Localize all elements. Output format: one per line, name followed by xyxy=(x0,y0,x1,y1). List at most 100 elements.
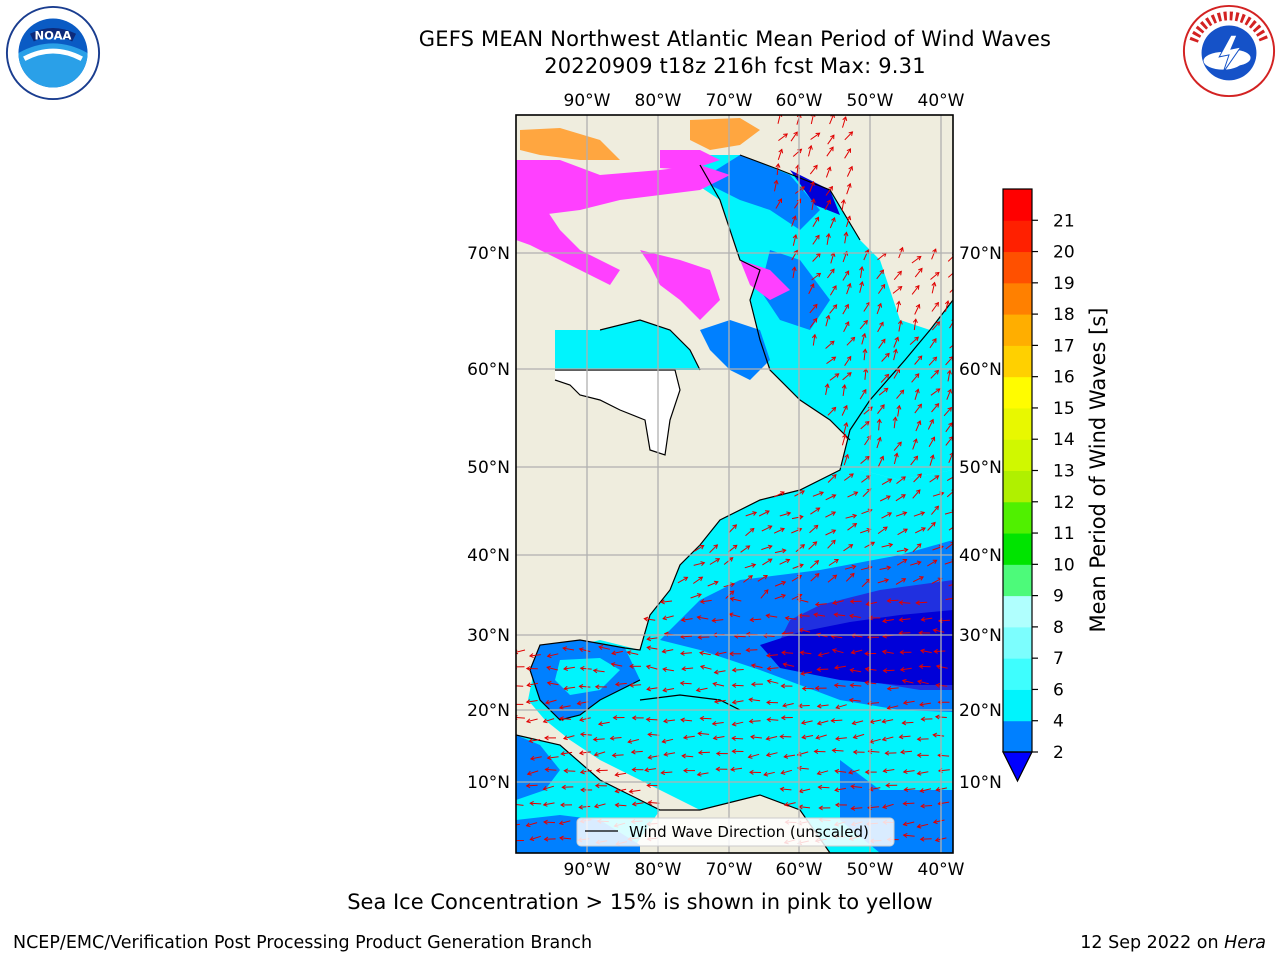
wave-direction-arrowhead xyxy=(544,767,550,773)
wave-direction-arrow xyxy=(808,283,815,295)
lat-label-right: 30°N xyxy=(959,626,1002,646)
wave-direction-arrowhead xyxy=(841,384,847,389)
wave-direction-arrowhead xyxy=(614,681,620,687)
wave-direction-arrow xyxy=(931,403,939,413)
wave-direction-arrowhead xyxy=(711,721,717,726)
wave-direction-arrowhead xyxy=(816,770,822,776)
wave-direction-arrow xyxy=(776,163,779,175)
wave-direction-arrowhead xyxy=(546,755,552,761)
wave-direction-arrowhead xyxy=(784,615,790,621)
wave-direction-arrow xyxy=(916,601,928,604)
chart-title: GEFS MEAN Northwest Atlantic Mean Period… xyxy=(418,27,1052,51)
wave-direction-arrow xyxy=(898,320,902,332)
wave-direction-arrowhead xyxy=(749,527,755,533)
wave-direction-arrow xyxy=(816,734,827,739)
wave-direction-arrowhead xyxy=(933,648,939,654)
wave-direction-arrowhead xyxy=(699,544,705,550)
colorbar-under-arrow xyxy=(1002,751,1033,783)
wave-direction-arrow xyxy=(903,834,915,837)
wave-direction-arrow xyxy=(912,576,924,583)
wave-direction-arrowhead xyxy=(780,715,786,721)
wave-direction-arrowhead xyxy=(561,784,567,790)
wave-direction-arrowhead xyxy=(661,648,667,654)
wave-direction-arrowhead xyxy=(879,321,884,327)
wave-direction-arrowhead xyxy=(796,198,802,204)
wave-direction-arrowhead xyxy=(831,748,837,754)
wave-direction-arrowhead xyxy=(897,286,903,291)
wave-direction-arrow xyxy=(700,665,712,670)
wave-direction-arrowhead xyxy=(934,271,940,277)
wave-direction-arrow xyxy=(559,705,571,709)
wave-direction-arrow xyxy=(846,337,855,346)
wave-direction-arrowhead xyxy=(849,613,854,619)
wave-direction-arrowhead xyxy=(775,163,781,168)
wave-direction-arrowhead xyxy=(932,338,937,343)
wave-direction-arrowhead xyxy=(897,270,902,276)
wave-direction-arrow xyxy=(928,356,937,366)
wave-direction-arrowhead xyxy=(881,736,887,742)
wave-direction-arrow xyxy=(693,576,703,584)
wave-direction-arrow xyxy=(580,769,592,773)
wave-direction-arrowhead xyxy=(937,577,943,583)
wave-direction-arrowhead xyxy=(913,438,918,444)
wave-direction-arrowhead xyxy=(885,782,890,788)
wave-direction-arrow xyxy=(779,559,790,565)
wave-direction-arrow xyxy=(630,684,642,686)
wave-direction-arrow xyxy=(921,617,933,621)
wave-direction-arrow xyxy=(947,370,951,382)
wave-direction-arrow xyxy=(876,437,881,449)
wave-direction-arrow xyxy=(911,256,922,264)
wave-direction-arrowhead xyxy=(578,684,584,690)
wave-direction-arrowhead xyxy=(609,735,615,741)
wave-direction-arrowhead xyxy=(901,476,906,481)
wave-direction-arrowhead xyxy=(662,667,667,672)
wave-direction-arrowhead xyxy=(817,784,823,790)
wave-direction-arrow xyxy=(829,304,837,314)
wave-direction-arrowhead xyxy=(780,491,785,496)
wave-direction-arrow xyxy=(779,512,791,517)
colorbar-bands xyxy=(1003,189,1032,753)
wave-direction-arrowhead xyxy=(864,666,870,672)
wave-direction-arrow xyxy=(580,667,592,670)
wave-direction-arrowhead xyxy=(912,318,918,324)
wave-direction-arrowhead xyxy=(886,565,892,571)
wave-direction-arrow xyxy=(920,838,932,840)
wave-direction-arrowhead xyxy=(715,766,721,772)
wave-direction-arrowhead xyxy=(791,215,797,221)
wave-direction-arrow xyxy=(904,788,916,791)
wave-direction-arrowhead xyxy=(848,697,854,703)
wave-direction-arrowhead xyxy=(916,543,922,548)
wave-direction-arrowhead xyxy=(832,304,838,309)
wave-direction-arrow xyxy=(861,578,871,588)
wave-direction-arrow xyxy=(913,319,917,331)
wave-direction-arrowhead xyxy=(812,303,818,309)
wave-direction-arrowhead xyxy=(559,835,564,841)
wave-direction-arrow xyxy=(846,183,851,195)
wave-direction-arrow xyxy=(929,455,934,466)
wave-direction-arrowhead xyxy=(815,507,821,512)
wave-direction-arrow xyxy=(860,266,863,278)
wave-direction-arrow xyxy=(812,235,820,245)
wave-direction-arrowhead xyxy=(699,715,705,722)
wave-direction-arrowhead xyxy=(920,616,926,622)
wave-direction-arrow xyxy=(903,700,915,704)
wave-direction-arrowhead xyxy=(846,355,852,361)
lat-label-right: 60°N xyxy=(959,360,1002,380)
wave-direction-arrow xyxy=(664,752,676,756)
colorbar-band xyxy=(1003,470,1032,503)
wave-direction-arrowhead xyxy=(645,664,651,670)
lat-label-right: 20°N xyxy=(959,701,1002,721)
wave-direction-arrowhead xyxy=(826,199,831,205)
wave-direction-arrow xyxy=(543,718,555,723)
legend: Wind Wave Direction (unscaled) xyxy=(576,817,895,847)
wave-direction-arrow xyxy=(827,574,837,583)
wave-direction-arrowhead xyxy=(546,665,552,671)
wave-direction-arrowhead xyxy=(844,453,850,459)
noaa-logo: NOAA xyxy=(5,5,101,101)
wave-direction-arrow xyxy=(842,270,850,281)
wave-direction-arrowhead xyxy=(526,682,532,688)
wave-direction-arrowhead xyxy=(698,576,704,582)
wave-direction-arrowhead xyxy=(870,541,876,547)
wave-direction-arrow xyxy=(767,680,779,684)
wave-direction-arrow xyxy=(877,579,889,584)
